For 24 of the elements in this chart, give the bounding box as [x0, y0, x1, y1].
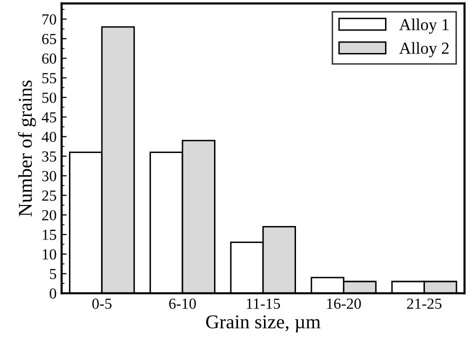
y-tick-label: 20	[42, 210, 56, 220]
x-tick-label: 21-25	[407, 298, 442, 309]
y-tick-label: 0	[50, 288, 56, 299]
y-tick-label: 60	[42, 53, 56, 64]
y-tick-label: 10	[42, 249, 56, 260]
y-tick-label: 70	[42, 14, 56, 25]
y-tick-label: 25	[42, 190, 56, 201]
legend-label: Alloy 1	[399, 18, 449, 34]
y-tick-label: 45	[42, 112, 56, 122]
y-tick-label: 30	[42, 170, 56, 182]
y-tick-label: 65	[42, 34, 56, 44]
y-tick-label: 55	[42, 73, 56, 84]
x-tick-label: 11-15	[246, 298, 280, 309]
y-tick-label: 5	[50, 268, 56, 280]
y-tick-label: 50	[42, 92, 56, 103]
y-tick-label: 40	[42, 132, 56, 142]
x-tick-label: 6-10	[169, 298, 196, 309]
x-tick-label: 16-20	[327, 298, 361, 309]
y-tick-label: 15	[42, 230, 56, 240]
x-axis-title: Grain size, µm	[206, 315, 320, 332]
y-axis-title: Number of grains	[18, 80, 36, 216]
x-tick-label: 0-5	[92, 298, 112, 309]
legend-label: Alloy 2	[399, 42, 449, 58]
y-tick-label: 35	[42, 151, 56, 162]
